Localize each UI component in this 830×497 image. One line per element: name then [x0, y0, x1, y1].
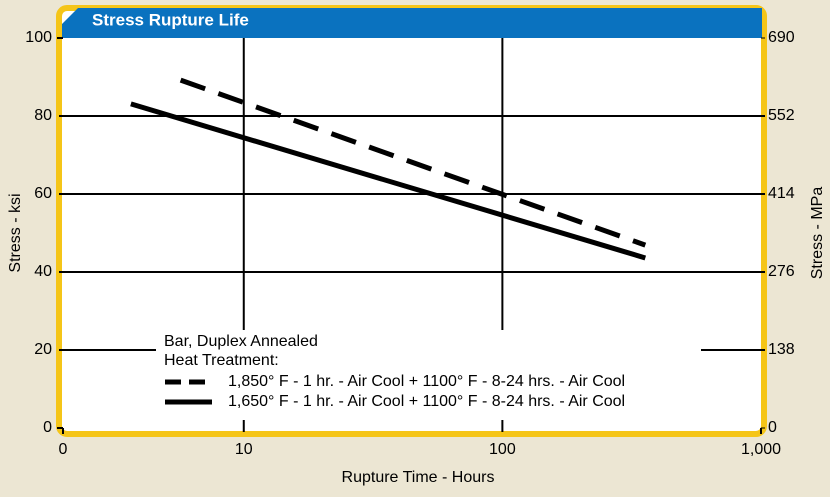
x-tick-label: 10 — [235, 441, 253, 458]
legend-subtitle: Heat Treatment: — [164, 352, 279, 369]
legend-label: 1,850° F - 1 hr. - Air Cool + 1100° F - … — [228, 373, 625, 390]
y-tick-label: 40 — [34, 263, 52, 280]
y2-tick-label: 0 — [768, 419, 777, 436]
series-line — [130, 101, 647, 261]
series-line — [179, 77, 647, 248]
y-tick-label: 0 — [43, 419, 52, 436]
x-axis-label: Rupture Time - Hours — [342, 469, 495, 486]
y2-tick-label: 276 — [768, 263, 795, 280]
y-tick-label: 60 — [34, 185, 52, 202]
x-tick-label: 100 — [489, 441, 516, 458]
legend-label: 1,650° F - 1 hr. - Air Cool + 1100° F - … — [228, 393, 625, 410]
y2-tick-label: 690 — [768, 29, 795, 46]
y2-tick-label: 414 — [768, 185, 795, 202]
x-tick-label: 0 — [59, 441, 68, 458]
legend-box — [156, 330, 701, 420]
y2-axis-label: Stress - MPa — [809, 187, 826, 280]
y-axis-label: Stress - ksi — [7, 193, 24, 272]
title-banner — [62, 8, 762, 38]
x-tick-label: 1,000 — [741, 441, 781, 458]
y-tick-label: 80 — [34, 107, 52, 124]
y2-tick-label: 552 — [768, 107, 795, 124]
legend-title: Bar, Duplex Annealed — [164, 333, 318, 350]
y-tick-label: 100 — [25, 29, 52, 46]
y-tick-label: 20 — [34, 341, 52, 358]
y2-tick-label: 138 — [768, 341, 795, 358]
chart-title: Stress Rupture Life — [92, 10, 249, 29]
